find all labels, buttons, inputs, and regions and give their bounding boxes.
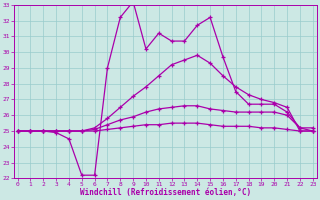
X-axis label: Windchill (Refroidissement éolien,°C): Windchill (Refroidissement éolien,°C) — [80, 188, 251, 197]
